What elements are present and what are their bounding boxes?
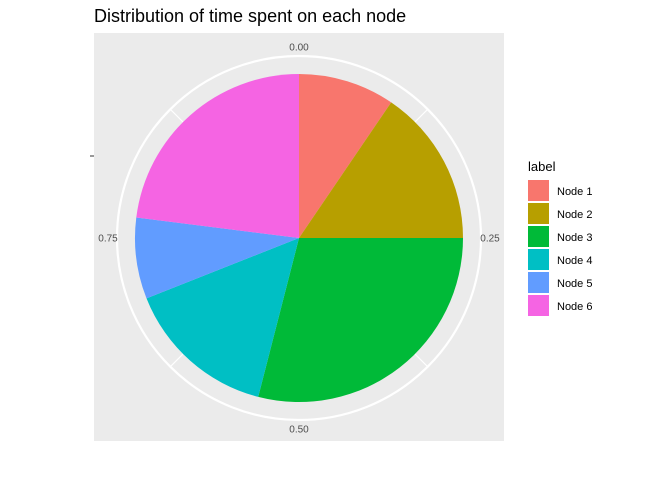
tick-label: 0.00	[289, 43, 309, 54]
legend-key	[528, 226, 549, 247]
legend-key	[528, 272, 549, 293]
legend-label: Node 1	[557, 186, 592, 198]
pie-slices	[134, 73, 464, 403]
tick-label: 0.75	[98, 234, 118, 245]
pie-slice-node-5	[134, 217, 299, 299]
tick-label: 0.50	[289, 425, 309, 436]
legend-key	[528, 295, 549, 316]
chart-title: Distribution of time spent on each node	[94, 6, 406, 26]
legend-key	[528, 180, 549, 201]
pie-slice-node-3	[258, 238, 464, 403]
legend-title: label	[528, 159, 556, 174]
pie-slice-node-4	[146, 238, 299, 397]
pie-slice-node-1	[299, 74, 392, 238]
legend-key	[528, 203, 549, 224]
legend-label: Node 4	[557, 255, 592, 267]
angle-ticks: 0.00 0.25 0.50 0.75	[98, 43, 500, 436]
pie-slice-node-2	[299, 102, 463, 238]
legend-label: Node 2	[557, 209, 592, 221]
legend-label: Node 3	[557, 232, 592, 244]
legend-key	[528, 249, 549, 270]
legend-label: Node 5	[557, 278, 592, 290]
grid-circle	[115, 54, 483, 422]
legend-label: Node 6	[557, 301, 592, 313]
tick-label: 0.25	[480, 234, 500, 245]
pie-slice-node-6	[136, 73, 299, 238]
legend: label Node 1 Node 2 Node 3 Node 4 Node 5 Node…	[528, 159, 592, 316]
